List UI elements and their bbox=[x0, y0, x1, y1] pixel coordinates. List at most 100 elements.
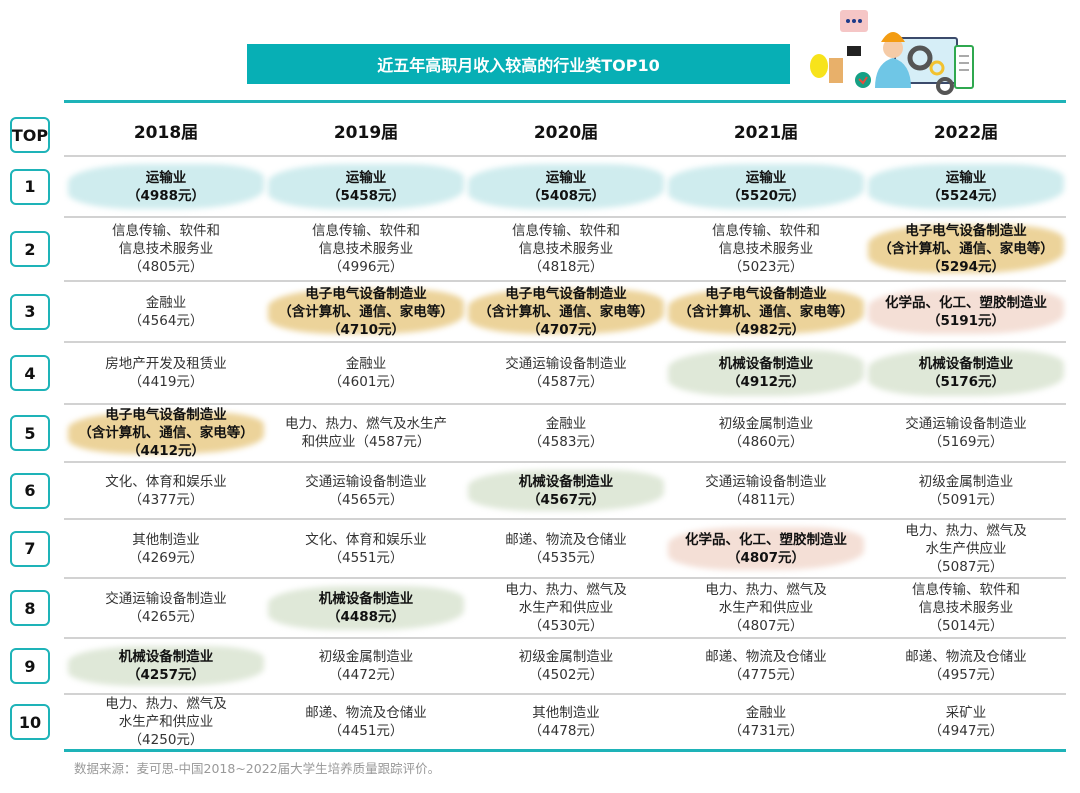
rank-badge: 9 bbox=[10, 648, 50, 684]
table-cell: 金融业 （4731元） bbox=[666, 694, 866, 750]
cell-text-line: （含计算机、通信、家电等） bbox=[278, 303, 454, 320]
cell-text-line: （4982元） bbox=[726, 321, 806, 338]
cell-text-line: 化学品、化工、塑胶制造业 bbox=[685, 531, 847, 548]
cell-text-line: （5524元） bbox=[926, 187, 1006, 204]
brush-highlight bbox=[268, 164, 464, 209]
cell-text-line: （4811元） bbox=[728, 491, 804, 508]
cell-text-line: 电子电气设备制造业 bbox=[505, 285, 627, 302]
cell-text-line: （含计算机、通信、家电等） bbox=[878, 241, 1054, 257]
cell-text-line: 初级金属制造业 bbox=[518, 649, 614, 665]
title-text: 近五年高职月收入较高的行业类TOP10 bbox=[377, 56, 660, 75]
cell-text-line: 信息技术服务业 bbox=[318, 241, 414, 257]
year-header-2020: 2020届 bbox=[533, 122, 599, 143]
table-cell: 运输业 （5520元） bbox=[666, 156, 866, 217]
cell-text-line: 运输业 bbox=[745, 169, 787, 186]
table-cell: 文化、体育和娱乐业 （4377元） bbox=[66, 462, 266, 519]
cell-text-line: 金融业 bbox=[745, 705, 787, 721]
cell-text-line: （4551元） bbox=[328, 549, 404, 566]
table-cell: 化学品、化工、塑胶制造业 （4807元） bbox=[666, 519, 866, 578]
table-cell: 金融业 （4583元） bbox=[466, 404, 666, 462]
cell-text-line: 信息传输、软件和 bbox=[312, 223, 420, 239]
cell-text-line: （4805元） bbox=[128, 259, 204, 275]
cell-text-line: （4601元） bbox=[328, 374, 404, 390]
cell-text-line: （4265元） bbox=[128, 609, 204, 625]
cell-text-line: （5408元） bbox=[526, 187, 606, 204]
cell-text-line: 交通运输设备制造业 bbox=[905, 416, 1027, 432]
cell-text-line: （4502元） bbox=[528, 667, 604, 683]
table-cell: 交通运输设备制造业 （4587元） bbox=[466, 342, 666, 404]
cell-text-line: （含计算机、通信、家电等） bbox=[78, 425, 254, 441]
cell-text-line: 电子电气设备制造业 bbox=[905, 223, 1027, 239]
brush-highlight bbox=[68, 412, 264, 454]
cell-text-line: （4807元） bbox=[728, 618, 804, 634]
cell-text-line: 信息传输、软件和 bbox=[112, 223, 220, 239]
table-cell: 机械设备制造业 （4257元） bbox=[66, 638, 266, 694]
cell-text-line: （4996元） bbox=[328, 259, 404, 275]
cell-text-line: （4947元） bbox=[928, 723, 1004, 739]
cell-text-line: （5520元） bbox=[726, 187, 806, 204]
cell-text-line: 机械设备制造业 bbox=[118, 649, 214, 665]
rank-badge: 6 bbox=[10, 472, 50, 509]
table-cell: 运输业 （5408元） bbox=[466, 156, 666, 217]
cell-text-line: （4988元） bbox=[126, 187, 206, 204]
cell-text-line: （4860元） bbox=[728, 434, 804, 450]
row-divider bbox=[64, 403, 1066, 405]
brush-highlight bbox=[468, 289, 664, 334]
rank-badge: 10 bbox=[10, 704, 50, 740]
table-cell: 初级金属制造业 （4502元） bbox=[466, 638, 666, 694]
row-divider bbox=[64, 341, 1066, 343]
cell-text-line: （4583元） bbox=[528, 434, 604, 450]
cell-text-line: 金融业 bbox=[545, 416, 587, 432]
cell-text-line: 信息传输、软件和 bbox=[912, 582, 1020, 598]
table-cell: 其他制造业 （4478元） bbox=[466, 694, 666, 750]
cell-text-line: （4912元） bbox=[726, 374, 806, 390]
table-cell: 电力、热力、燃气及水生产 和供应业（4587元） bbox=[266, 404, 466, 462]
table-cell: 交通运输设备制造业 （4811元） bbox=[666, 462, 866, 519]
brush-highlight bbox=[68, 164, 264, 209]
cell-text-line: 信息技术服务业 bbox=[118, 241, 214, 257]
table-cell: 交通运输设备制造业 （5169元） bbox=[866, 404, 1066, 462]
rank-badge: 5 bbox=[10, 415, 50, 451]
brush-highlight bbox=[268, 586, 464, 630]
year-header-2022: 2022届 bbox=[933, 122, 999, 143]
top-label: TOP bbox=[11, 125, 49, 145]
table-cell: 金融业 （4601元） bbox=[266, 342, 466, 404]
top-header-badge: TOP bbox=[10, 117, 50, 153]
cell-text-line: 运输业 bbox=[145, 169, 187, 186]
cell-text-line: （4451元） bbox=[328, 723, 404, 739]
cell-text-line: 邮递、物流及仓储业 bbox=[305, 705, 427, 721]
row-divider bbox=[64, 155, 1066, 157]
table-cell: 电力、热力、燃气及 水生产和供应业 （4250元） bbox=[66, 694, 266, 750]
cell-text-line: （4472元） bbox=[328, 667, 404, 683]
cell-text-line: （4564元） bbox=[128, 312, 204, 329]
cell-text-line: 电力、热力、燃气及 bbox=[905, 522, 1027, 539]
brush-highlight bbox=[668, 527, 864, 570]
cell-text-line: 文化、体育和娱乐业 bbox=[105, 473, 227, 490]
brush-highlight bbox=[68, 646, 264, 686]
cell-text-line: （4530元） bbox=[528, 618, 604, 634]
brush-highlight bbox=[268, 289, 464, 334]
cell-text-line: 采矿业 bbox=[945, 705, 987, 721]
cell-text-line: 交通运输设备制造业 bbox=[105, 591, 227, 607]
cell-text-line: 机械设备制造业 bbox=[718, 356, 814, 372]
cell-text-line: 运输业 bbox=[345, 169, 387, 186]
table-cell: 房地产开发及租赁业 （4419元） bbox=[66, 342, 266, 404]
cell-text-line: （4957元） bbox=[928, 667, 1004, 683]
cell-text-line: 运输业 bbox=[945, 169, 987, 186]
table-cell: 电力、热力、燃气及 水生产和供应业 （4807元） bbox=[666, 578, 866, 638]
cell-text-line: 邮递、物流及仓储业 bbox=[505, 531, 627, 548]
row-divider bbox=[64, 518, 1066, 520]
cell-text-line: （4412元） bbox=[126, 443, 206, 459]
cell-text-line: 邮递、物流及仓储业 bbox=[705, 649, 827, 665]
table-cell: 机械设备制造业 （4488元） bbox=[266, 578, 466, 638]
table-cell: 运输业 （4988元） bbox=[66, 156, 266, 217]
cell-text-line: （5169元） bbox=[928, 434, 1004, 450]
cell-text-line: （5458元） bbox=[326, 187, 406, 204]
table-cell: 电子电气设备制造业 （含计算机、通信、家电等） （5294元） bbox=[866, 217, 1066, 281]
rank-badge: 8 bbox=[10, 590, 50, 626]
cell-text-line: （4710元） bbox=[326, 321, 406, 338]
cell-text-line: 金融业 bbox=[345, 356, 387, 372]
brush-highlight bbox=[868, 350, 1064, 396]
cell-text-line: （4707元） bbox=[526, 321, 606, 338]
cell-text-line: （4818元） bbox=[528, 259, 604, 275]
